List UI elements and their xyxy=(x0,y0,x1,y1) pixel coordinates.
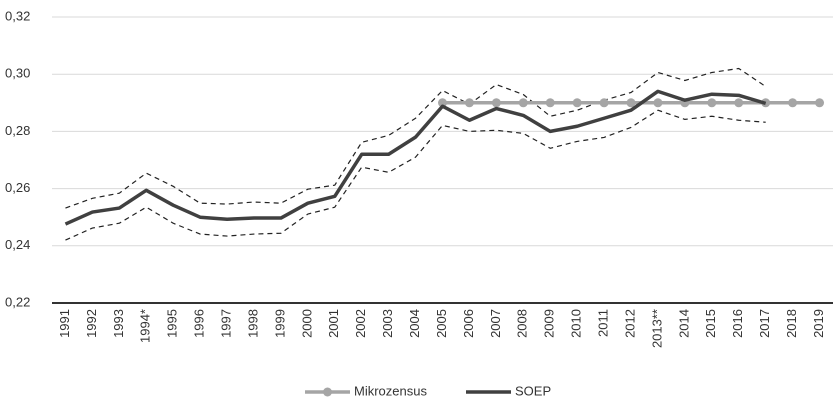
point-marker xyxy=(788,98,798,108)
x-tick-label: 1992 xyxy=(84,309,99,338)
point-marker xyxy=(707,98,717,108)
x-tick-label: 2015 xyxy=(703,309,718,338)
x-tick-label: 1999 xyxy=(272,309,287,338)
legend-marker xyxy=(323,387,332,397)
x-tick-label: 2019 xyxy=(811,309,826,338)
series-line xyxy=(64,89,767,226)
point-marker xyxy=(545,98,555,108)
point-marker xyxy=(599,98,609,108)
x-tick-label: 2006 xyxy=(461,309,476,338)
x-tick-label: 2001 xyxy=(326,309,341,338)
x-tick-label: 2002 xyxy=(353,309,368,338)
y-tick-label: 0,26 xyxy=(5,180,30,195)
x-tick-label: 2016 xyxy=(730,309,745,338)
x-tick-label: 2012 xyxy=(622,309,637,338)
x-tick-label: 2003 xyxy=(380,309,395,338)
x-tick-label: 2011 xyxy=(596,309,611,337)
x-tick-label: 2004 xyxy=(407,309,422,338)
x-tick-label: 2017 xyxy=(757,309,772,338)
y-tick-label: 0,32 xyxy=(5,8,30,23)
x-tick-label: 2005 xyxy=(434,309,449,338)
y-tick-label: 0,24 xyxy=(5,237,30,252)
x-tick-label: 1998 xyxy=(245,309,260,338)
x-tick-label: 2008 xyxy=(515,309,530,338)
x-tick-label: 2014 xyxy=(676,309,691,338)
point-marker xyxy=(626,98,636,108)
point-marker xyxy=(518,98,528,108)
y-tick-label: 0,28 xyxy=(5,123,30,138)
point-marker xyxy=(815,98,825,108)
x-tick-label: 2009 xyxy=(542,309,557,338)
x-tick-label: 2010 xyxy=(569,309,584,338)
legend-label: Mikrozensus xyxy=(354,383,427,398)
x-tick-label: 1995 xyxy=(165,309,180,338)
x-tick-label: 1993 xyxy=(111,309,126,338)
point-marker xyxy=(491,98,501,108)
x-tick-label: 1997 xyxy=(218,309,233,338)
point-marker xyxy=(464,98,474,108)
x-tick-label: 2007 xyxy=(488,309,503,338)
x-tick-label: 2018 xyxy=(784,309,799,338)
legend-label: SOEP xyxy=(515,383,551,398)
point-marker xyxy=(734,98,744,108)
point-marker xyxy=(653,98,663,108)
point-marker xyxy=(438,98,447,108)
x-tick-label: 2013** xyxy=(649,309,664,348)
x-tick-label: 1991 xyxy=(57,309,72,338)
x-tick-label: 1996 xyxy=(192,309,207,338)
series-line xyxy=(65,67,767,209)
y-tick-label: 0,30 xyxy=(5,66,30,81)
series-line xyxy=(65,109,766,241)
y-tick-label: 0,22 xyxy=(5,294,30,309)
x-tick-label: 1994* xyxy=(138,309,153,343)
point-marker xyxy=(572,98,582,108)
x-tick-label: 2000 xyxy=(299,309,314,338)
